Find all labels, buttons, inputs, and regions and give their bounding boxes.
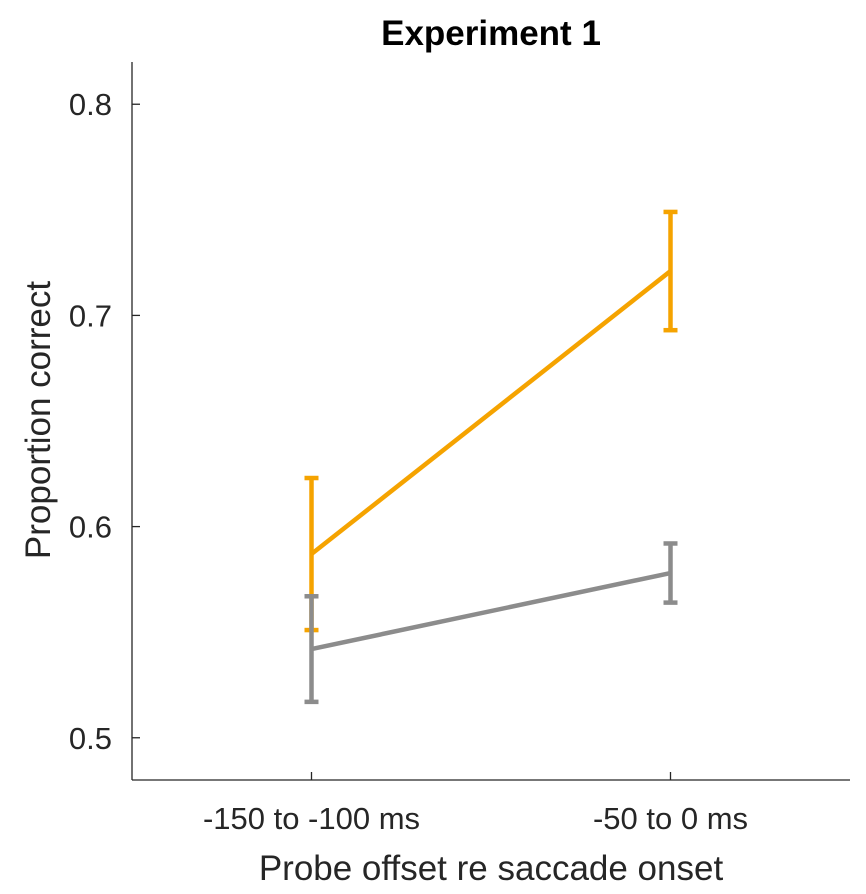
series-layer [304,209,678,705]
series-1 [304,209,678,633]
x-axis-label: Probe offset re saccade onset [259,849,724,888]
y-tick-label: 0.8 [69,87,112,122]
x-ticks: -150 to -100 ms -50 to 0 ms [203,772,748,836]
series-2 [304,541,678,705]
y-tick-label: 0.5 [69,721,112,756]
series-line [311,570,671,652]
y-tick-label: 0.7 [69,298,112,333]
y-axis-label: Proportion correct [19,281,58,559]
axes [131,62,850,781]
chart-title: Experiment 1 [381,14,601,53]
series-line [310,269,672,556]
y-tick-label: 0.6 [69,510,112,545]
x-tick-label: -150 to -100 ms [203,801,420,836]
x-tick-label: -50 to 0 ms [593,801,748,836]
y-ticks: 0.5 0.6 0.7 0.8 [69,87,140,756]
